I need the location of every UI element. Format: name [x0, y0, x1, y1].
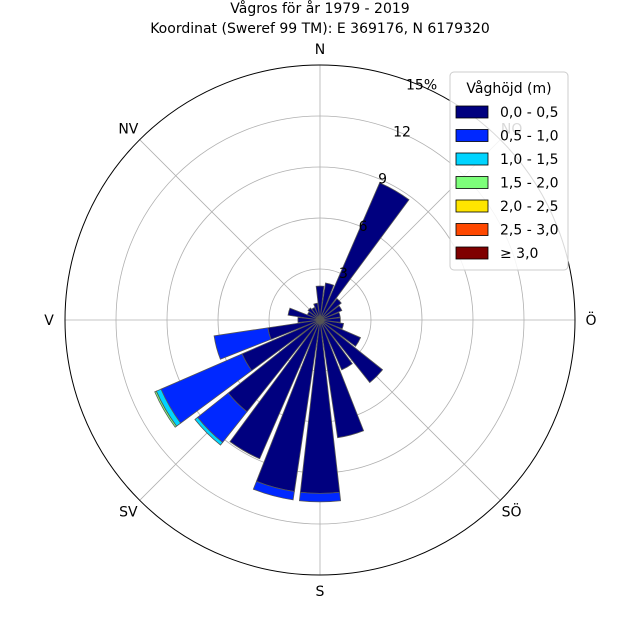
- rose-bar-315-bin-0: [307, 307, 321, 321]
- rose-bar-225-bin-2: [194, 416, 224, 446]
- rose-bar-60-bin-0: [319, 305, 343, 321]
- direction-label: Ö: [585, 311, 596, 329]
- legend-swatch: [455, 176, 489, 189]
- rose-bar-240-bin-3: [154, 390, 178, 428]
- radial-tick-label: 3: [339, 266, 348, 282]
- legend-swatch: [455, 105, 489, 119]
- rose-bar-45-bin-0: [319, 298, 342, 321]
- legend-swatch: [455, 199, 489, 213]
- rose-bar-345-bin-0: [313, 302, 321, 321]
- direction-label: N: [315, 42, 325, 58]
- rose-bar-180-bin-1: [298, 491, 342, 503]
- chart-title: Vågros för år 1979 - 2019: [230, 0, 409, 17]
- polar-grid: [65, 65, 575, 575]
- legend-entry-label: 1,0 - 1,5: [500, 152, 558, 168]
- legend-box: [449, 71, 569, 271]
- radial-tick-label: 9: [378, 172, 387, 188]
- rose-bar-15-bin-0: [319, 282, 335, 321]
- legend-entry-label: ≥ 3,0: [500, 246, 538, 262]
- grid-spoke: [139, 139, 321, 321]
- rose-bars: [154, 182, 410, 503]
- rose-bar-270-bin-0: [297, 317, 321, 323]
- legend-swatch: [455, 129, 489, 142]
- legend: Våghöjd (m) 0,0 - 0,5 0,5 - 1,0 1,0 - 1,5 1…: [449, 71, 569, 271]
- direction-label: SÖ: [502, 503, 522, 521]
- legend-entry-label: 2,0 - 2,5: [500, 199, 558, 215]
- radial-tick-label: 12: [393, 125, 411, 141]
- rose-bar-75-bin-0: [319, 312, 341, 321]
- outer-ring: [64, 64, 576, 576]
- legend-swatch: [455, 152, 489, 166]
- direction-label: SV: [119, 505, 138, 521]
- direction-label: NV: [118, 121, 138, 137]
- radial-tick-label: 6: [359, 219, 368, 235]
- rose-bar-150-bin-0: [319, 319, 353, 371]
- legend-entry-label: 1,5 - 2,0: [500, 176, 558, 192]
- legend-title: Våghöjd (m): [466, 80, 551, 97]
- rose-bar-330-bin-0: [311, 307, 321, 321]
- direction-label: V: [44, 313, 54, 329]
- legend-entry-label: 0,0 - 0,5: [500, 105, 558, 121]
- radial-tick-labels: 3 6 9 12 15%: [339, 77, 437, 281]
- rose-bar-285-bin-0: [287, 307, 321, 321]
- direction-label: S: [316, 584, 325, 600]
- rose-bar-0-bin-0: [315, 285, 325, 321]
- rose-bar-195-bin-1: [252, 480, 295, 501]
- legend-entry-label: 2,5 - 3,0: [500, 223, 558, 239]
- legend-swatch: [455, 223, 489, 236]
- rose-bar-210-bin-0: [229, 319, 321, 460]
- rose-bar-135-bin-0: [319, 319, 384, 384]
- chart-subtitle: Koordinat (Sweref 99 TM): E 369176, N 61…: [150, 21, 490, 37]
- rose-bar-120-bin-0: [319, 319, 362, 347]
- rose-bar-30-bin-0: [319, 182, 410, 321]
- radial-tick-label: 15%: [406, 77, 437, 93]
- rose-bar-255-bin-1: [213, 327, 272, 360]
- rose-bar-165-bin-0: [319, 319, 365, 439]
- legend-swatch: [455, 246, 489, 260]
- legend-entry-label: 0,5 - 1,0: [500, 129, 558, 145]
- rose-bar-90-bin-0: [319, 317, 341, 323]
